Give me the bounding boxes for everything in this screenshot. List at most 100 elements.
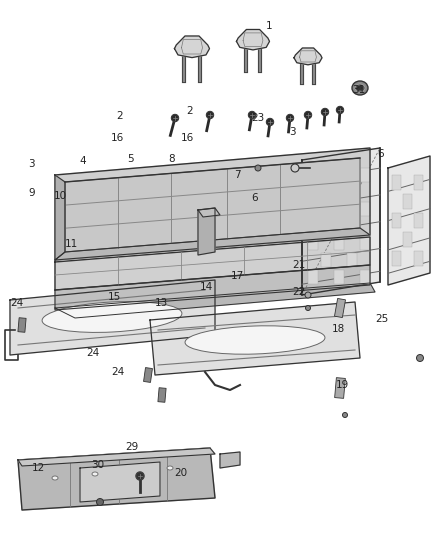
Ellipse shape	[352, 81, 368, 95]
Polygon shape	[55, 228, 370, 260]
Polygon shape	[18, 448, 215, 466]
Bar	[335, 298, 346, 318]
Ellipse shape	[255, 165, 261, 171]
Bar	[347, 219, 357, 233]
Bar	[414, 175, 423, 190]
Text: 4: 4	[79, 156, 86, 166]
Ellipse shape	[185, 326, 325, 354]
Polygon shape	[286, 115, 293, 122]
Ellipse shape	[417, 354, 424, 361]
Text: 6: 6	[377, 149, 384, 158]
Polygon shape	[302, 148, 380, 295]
Bar	[308, 236, 318, 250]
Bar	[144, 368, 152, 382]
Text: 14: 14	[200, 282, 213, 292]
Ellipse shape	[343, 413, 347, 417]
Polygon shape	[10, 280, 215, 355]
Text: 20: 20	[174, 469, 187, 478]
Text: 31: 31	[352, 85, 365, 94]
Ellipse shape	[305, 305, 311, 311]
Polygon shape	[207, 111, 213, 118]
Text: 18: 18	[332, 325, 345, 334]
Polygon shape	[55, 283, 375, 318]
Bar	[308, 168, 318, 182]
Text: 24: 24	[10, 298, 23, 308]
Bar	[334, 202, 344, 216]
Polygon shape	[248, 111, 255, 118]
Text: 24: 24	[111, 367, 124, 377]
Ellipse shape	[92, 472, 98, 476]
Text: 11: 11	[64, 239, 78, 249]
Text: 7: 7	[234, 170, 241, 180]
Text: 22: 22	[292, 287, 305, 297]
Text: 2: 2	[186, 106, 193, 116]
Bar	[334, 168, 344, 182]
Text: 6: 6	[251, 193, 258, 203]
Text: 12: 12	[32, 463, 45, 473]
Bar	[360, 202, 370, 216]
Polygon shape	[55, 148, 370, 260]
Text: 2: 2	[116, 111, 123, 121]
Text: 24: 24	[86, 348, 99, 358]
Text: 21: 21	[292, 261, 305, 270]
Polygon shape	[136, 472, 144, 480]
Polygon shape	[18, 448, 215, 510]
Bar	[321, 219, 331, 233]
Ellipse shape	[52, 476, 58, 480]
Polygon shape	[55, 237, 370, 290]
Bar	[392, 175, 401, 190]
Polygon shape	[220, 452, 240, 468]
Polygon shape	[80, 462, 160, 502]
Bar	[403, 232, 412, 247]
Ellipse shape	[167, 466, 173, 470]
Text: 5: 5	[127, 154, 134, 164]
Bar	[414, 213, 423, 228]
Ellipse shape	[42, 302, 182, 333]
Polygon shape	[266, 118, 273, 125]
Text: 25: 25	[375, 314, 389, 324]
Bar	[360, 270, 370, 284]
Text: 30: 30	[91, 460, 104, 470]
Ellipse shape	[96, 498, 103, 505]
Bar	[360, 168, 370, 182]
Text: 17: 17	[231, 271, 244, 281]
Polygon shape	[198, 208, 220, 217]
Text: 16: 16	[181, 133, 194, 142]
Ellipse shape	[355, 84, 365, 92]
Bar	[414, 251, 423, 266]
Bar	[347, 253, 357, 267]
Text: 16: 16	[111, 133, 124, 142]
Bar	[403, 194, 412, 209]
Polygon shape	[65, 158, 360, 252]
Text: 8: 8	[168, 154, 175, 164]
Bar	[308, 202, 318, 216]
Text: 19: 19	[336, 380, 349, 390]
Bar	[158, 387, 166, 402]
Polygon shape	[198, 208, 215, 255]
Text: 9: 9	[28, 188, 35, 198]
Text: 29: 29	[126, 442, 139, 451]
Polygon shape	[174, 36, 209, 58]
Bar	[360, 236, 370, 250]
Ellipse shape	[305, 292, 311, 298]
Ellipse shape	[357, 86, 363, 90]
Bar	[335, 378, 345, 398]
Polygon shape	[237, 29, 269, 50]
Bar	[392, 251, 401, 266]
Bar	[321, 253, 331, 267]
Text: 3: 3	[28, 159, 35, 169]
Polygon shape	[294, 48, 322, 65]
Ellipse shape	[291, 164, 299, 172]
Text: 15: 15	[108, 293, 121, 302]
Text: 13: 13	[155, 298, 168, 308]
Polygon shape	[321, 109, 328, 116]
Polygon shape	[304, 111, 311, 118]
Bar	[308, 270, 318, 284]
Bar	[347, 185, 357, 199]
Bar	[321, 185, 331, 199]
Polygon shape	[55, 175, 65, 260]
Polygon shape	[55, 265, 370, 310]
Text: 10: 10	[54, 191, 67, 201]
Polygon shape	[336, 107, 343, 114]
Text: 23: 23	[251, 114, 264, 123]
